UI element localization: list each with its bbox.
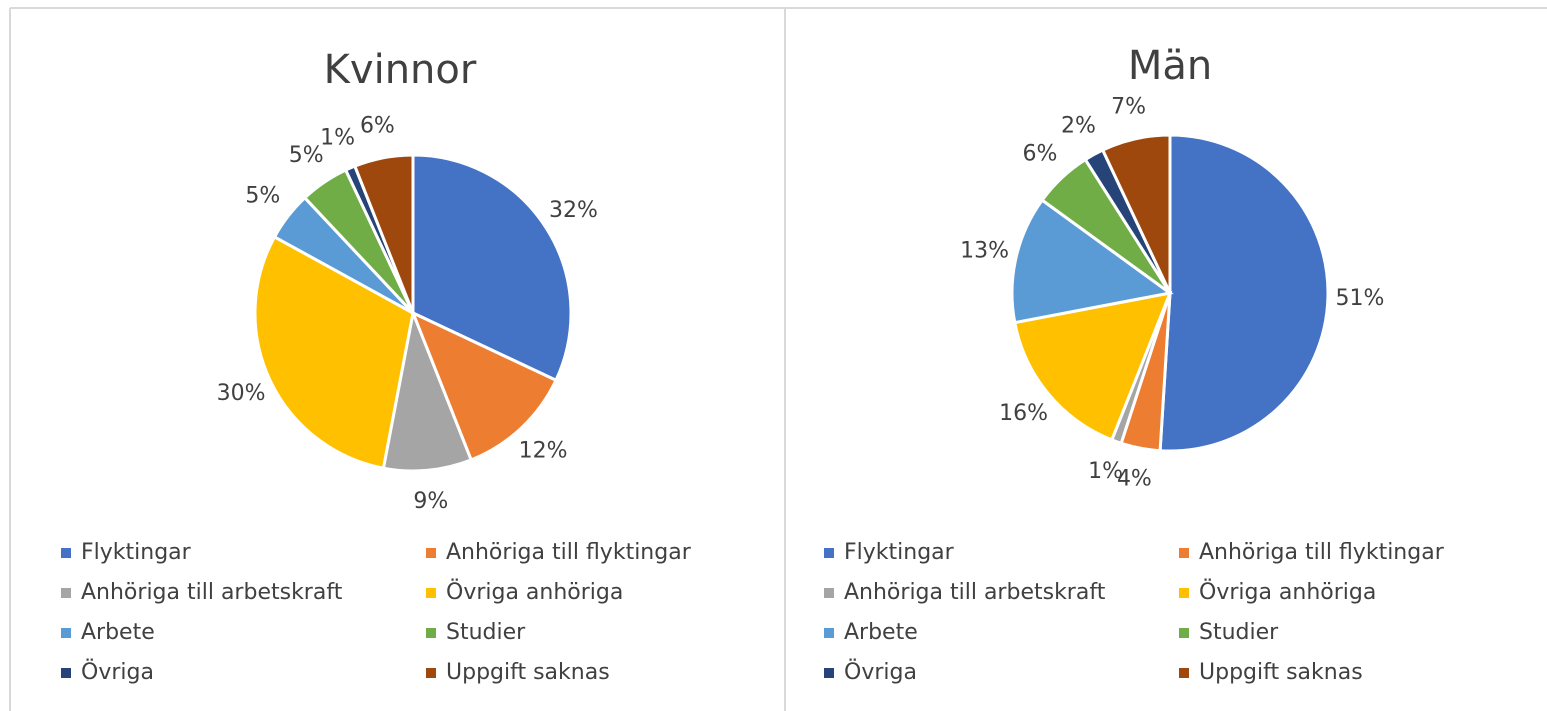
data-label: 7% bbox=[1111, 95, 1146, 120]
data-label: 1% bbox=[320, 126, 355, 151]
legend-label: Studier bbox=[446, 620, 526, 645]
chart-title: Män bbox=[1128, 43, 1212, 89]
pie-slice bbox=[1100, 133, 1172, 294]
data-label: 6% bbox=[360, 113, 395, 138]
legend-label: Anhöriga till arbetskraft bbox=[844, 580, 1106, 605]
legend-label: Anhöriga till flyktingar bbox=[446, 540, 692, 565]
legend-swatch bbox=[426, 668, 436, 678]
legend-swatch bbox=[61, 668, 71, 678]
legend-swatch bbox=[824, 628, 834, 638]
legend-swatch bbox=[426, 588, 436, 598]
legend-swatch bbox=[1179, 668, 1189, 678]
pie-slice bbox=[381, 307, 474, 473]
legend-swatch bbox=[824, 668, 834, 678]
data-label: 51% bbox=[1335, 286, 1384, 311]
data-label: 5% bbox=[289, 143, 324, 168]
legend-swatch bbox=[61, 588, 71, 598]
legend-label: Uppgift saknas bbox=[446, 660, 610, 685]
data-label: 12% bbox=[519, 439, 568, 464]
pie-slice bbox=[1158, 133, 1330, 453]
legend-swatch bbox=[61, 628, 71, 638]
legend-label: Flyktingar bbox=[81, 540, 192, 565]
pie-slice bbox=[1010, 198, 1174, 325]
data-label: 16% bbox=[999, 401, 1048, 426]
legend-swatch bbox=[1179, 628, 1189, 638]
legend-swatch bbox=[1179, 588, 1189, 598]
pie-slice bbox=[352, 153, 415, 314]
pie-slice bbox=[410, 310, 558, 462]
legend-label: Anhöriga till flyktingar bbox=[1199, 540, 1445, 565]
data-label: 9% bbox=[413, 489, 448, 514]
data-label: 30% bbox=[217, 381, 266, 406]
legend-swatch bbox=[61, 548, 71, 558]
legend-swatch bbox=[824, 588, 834, 598]
data-label: 6% bbox=[1022, 141, 1057, 166]
legend-swatch bbox=[824, 548, 834, 558]
legend-label: Övriga anhöriga bbox=[1199, 579, 1376, 605]
data-label: 2% bbox=[1061, 114, 1096, 139]
pie-slice bbox=[411, 153, 573, 383]
legend-swatch bbox=[426, 628, 436, 638]
data-label: 13% bbox=[960, 239, 1009, 264]
legend-label: Övriga bbox=[81, 659, 154, 685]
chart-title: Kvinnor bbox=[324, 47, 477, 93]
legend-label: Flyktingar bbox=[844, 540, 955, 565]
data-label: 4% bbox=[1117, 467, 1152, 492]
data-label: 1% bbox=[1088, 459, 1123, 484]
pie-slice bbox=[253, 234, 415, 470]
pie-slice bbox=[1013, 291, 1173, 442]
data-label: 5% bbox=[245, 184, 280, 209]
legend-swatch bbox=[426, 548, 436, 558]
legend-label: Övriga bbox=[844, 659, 917, 685]
legend-label: Anhöriga till arbetskraft bbox=[81, 580, 343, 605]
legend-label: Övriga anhöriga bbox=[446, 579, 623, 605]
legend-label: Studier bbox=[1199, 620, 1279, 645]
legend-label: Arbete bbox=[844, 620, 918, 645]
legend-label: Arbete bbox=[81, 620, 155, 645]
legend-label: Uppgift saknas bbox=[1199, 660, 1363, 685]
legend-swatch bbox=[1179, 548, 1189, 558]
data-label: 32% bbox=[549, 198, 598, 223]
